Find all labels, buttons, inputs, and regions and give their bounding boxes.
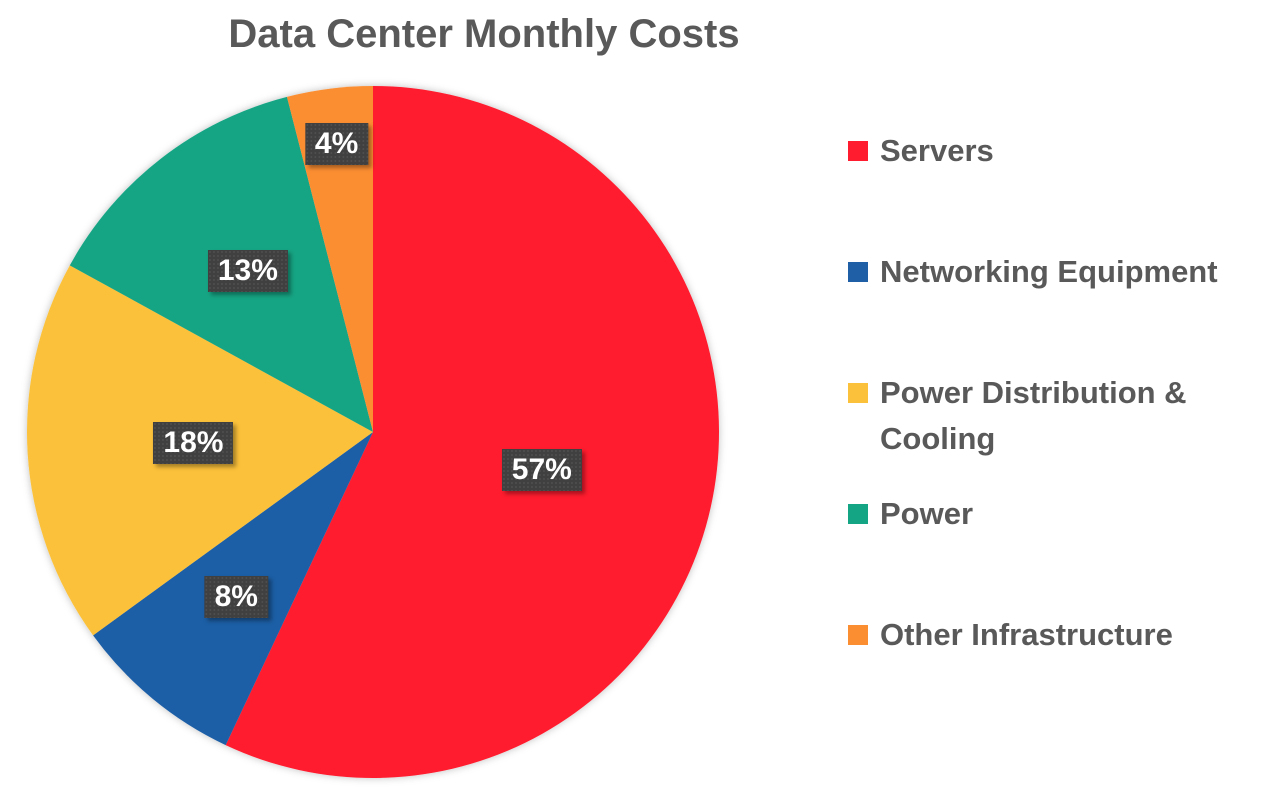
data-label: 8% (204, 576, 268, 619)
legend-swatch (848, 383, 868, 403)
pie-slice-servers (225, 86, 719, 779)
legend-label: Networking Equipment (880, 254, 1218, 289)
pie-slice-other-infrastructure (286, 86, 373, 432)
legend-item: Networking Equipment (840, 249, 1240, 295)
legend-item: Servers (840, 128, 1240, 174)
legend-swatch (848, 141, 868, 161)
legend-label: Power Distribution & Cooling (880, 375, 1187, 456)
legend-label: Power (880, 496, 974, 531)
chart-title: Data Center Monthly Costs (228, 12, 740, 56)
legend-swatch (848, 625, 868, 645)
data-label: 57% (501, 448, 582, 491)
data-label: 4% (304, 122, 369, 165)
legend-swatch (848, 262, 868, 282)
legend-item: Power (840, 491, 1240, 537)
data-label: 13% (207, 249, 288, 292)
legend-label: Servers (880, 133, 994, 168)
data-label: 18% (153, 422, 234, 465)
legend-item: Other Infrastructure (840, 612, 1240, 658)
legend-swatch (848, 504, 868, 524)
legend-label: Other Infrastructure (880, 617, 1173, 652)
legend-item: Power Distribution & Cooling (840, 370, 1240, 462)
